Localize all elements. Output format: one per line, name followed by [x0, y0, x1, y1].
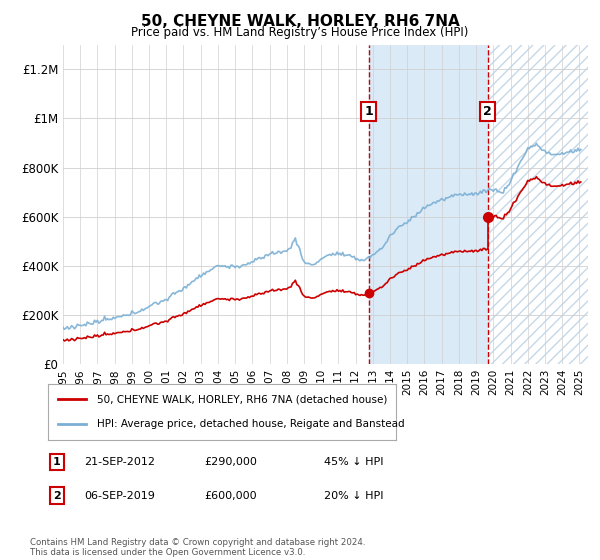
Text: Contains HM Land Registry data © Crown copyright and database right 2024.
This d: Contains HM Land Registry data © Crown c… — [30, 538, 365, 557]
Text: 50, CHEYNE WALK, HORLEY, RH6 7NA (detached house): 50, CHEYNE WALK, HORLEY, RH6 7NA (detach… — [97, 394, 387, 404]
Bar — [488, 45, 588, 364]
Text: £600,000: £600,000 — [204, 491, 257, 501]
Text: 1: 1 — [53, 457, 61, 467]
Text: 21-SEP-2012: 21-SEP-2012 — [84, 457, 155, 467]
Text: 06-SEP-2019: 06-SEP-2019 — [84, 491, 155, 501]
Bar — [488, 45, 588, 364]
Text: 20% ↓ HPI: 20% ↓ HPI — [324, 491, 383, 501]
Text: 2: 2 — [483, 105, 492, 118]
Text: 2: 2 — [53, 491, 61, 501]
Text: HPI: Average price, detached house, Reigate and Banstead: HPI: Average price, detached house, Reig… — [97, 419, 404, 429]
Bar — [368, 45, 488, 364]
Text: 50, CHEYNE WALK, HORLEY, RH6 7NA: 50, CHEYNE WALK, HORLEY, RH6 7NA — [140, 14, 460, 29]
Text: 1: 1 — [364, 105, 373, 118]
Text: £290,000: £290,000 — [204, 457, 257, 467]
Text: 45% ↓ HPI: 45% ↓ HPI — [324, 457, 383, 467]
Text: Price paid vs. HM Land Registry’s House Price Index (HPI): Price paid vs. HM Land Registry’s House … — [131, 26, 469, 39]
